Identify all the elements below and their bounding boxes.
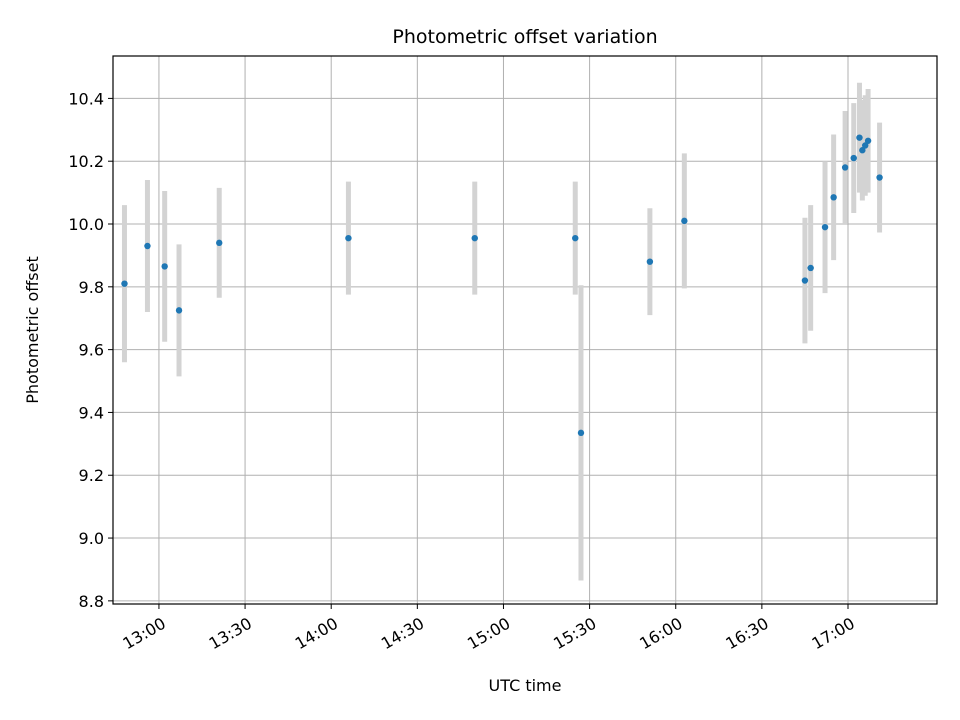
data-point (821, 223, 829, 231)
y-tick-label: 10.0 (68, 215, 104, 234)
data-point (471, 234, 478, 242)
data-point (572, 234, 579, 242)
data-point (862, 142, 869, 149)
y-tick-label: 8.8 (79, 592, 104, 611)
data-point (161, 263, 168, 270)
data-point (876, 174, 883, 181)
data-point (864, 137, 872, 144)
data-point (681, 217, 688, 225)
y-tick-label: 10.4 (68, 89, 104, 108)
y-tick-label: 9.4 (79, 403, 104, 422)
data-point (175, 307, 183, 314)
y-axis-ticks: 8.8 9.0 9.2 9.4 9.6 9.8 10.0 10.2 10.4 (68, 89, 113, 611)
data-point (646, 258, 654, 265)
data-points (121, 134, 883, 437)
data-point (859, 147, 866, 154)
data-point (850, 154, 857, 162)
data-point (856, 134, 863, 141)
y-tick-label: 9.2 (79, 466, 104, 485)
data-point (345, 234, 352, 242)
data-point (841, 164, 849, 171)
data-point (830, 194, 837, 201)
chart-title: Photometric offset variation (392, 26, 657, 48)
data-point (577, 429, 585, 437)
data-point (144, 242, 151, 250)
y-tick-label: 10.2 (68, 152, 104, 171)
x-axis-label: UTC time (489, 676, 562, 695)
data-point (807, 264, 814, 272)
y-tick-label: 9.0 (79, 529, 104, 548)
plot-frame (112, 55, 938, 605)
data-point (801, 277, 809, 284)
y-tick-label: 9.8 (79, 278, 104, 297)
data-point (121, 280, 128, 287)
y-axis-label: Photometric offset (23, 256, 42, 404)
y-tick-label: 9.6 (79, 341, 104, 360)
data-point (216, 239, 223, 247)
grid-lines (113, 56, 937, 604)
